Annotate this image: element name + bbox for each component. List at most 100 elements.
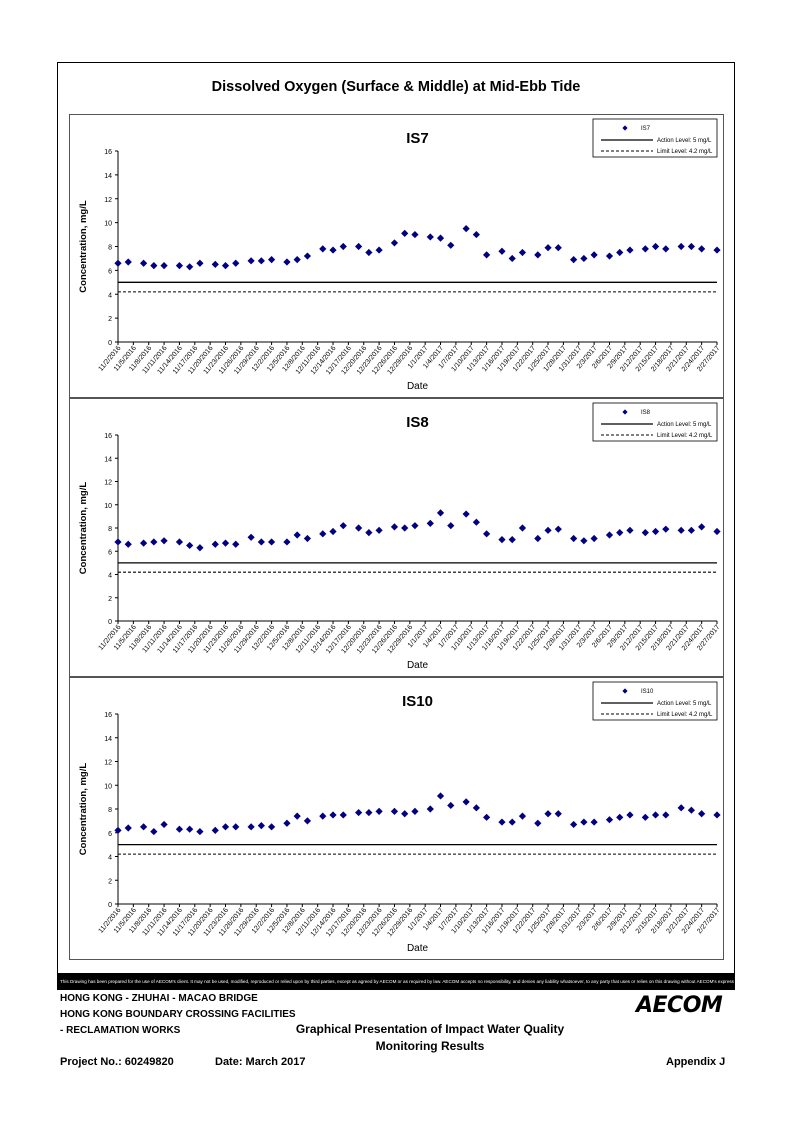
y-tick-label: 16 [104, 433, 112, 440]
data-point [303, 817, 312, 825]
data-point [114, 826, 122, 834]
data-point [616, 248, 624, 257]
data-point [401, 524, 409, 532]
data-point [267, 256, 276, 264]
data-point [293, 812, 301, 820]
data-point [508, 254, 516, 263]
x-axis-label: Date [407, 381, 429, 392]
data-point [267, 538, 276, 546]
data-point [605, 531, 614, 539]
y-tick-label: 14 [104, 173, 112, 180]
y-axis-label: Concentration, mg/L [78, 763, 89, 856]
data-point [580, 818, 588, 826]
legend-entry: Limit Level: 4.2 mg/L [657, 712, 713, 718]
y-tick-label: 8 [108, 807, 112, 814]
legend-entry: Action Level: 5 mg/L [657, 422, 712, 428]
data-point [232, 823, 240, 831]
data-point [139, 823, 148, 831]
data-point [196, 544, 204, 552]
data-point [472, 804, 480, 812]
y-tick-label: 12 [104, 197, 112, 204]
data-point [662, 811, 670, 819]
data-point [447, 522, 455, 530]
data-point [375, 246, 383, 254]
legend-entry: IS10 [641, 689, 654, 695]
data-point [447, 801, 455, 810]
data-point [698, 523, 706, 531]
data-point [544, 244, 552, 252]
data-point [641, 529, 649, 537]
data-point [355, 524, 363, 532]
data-point [160, 262, 168, 270]
data-point [401, 810, 409, 818]
data-point [626, 246, 634, 254]
data-point [355, 242, 363, 251]
data-point [534, 534, 542, 543]
legend-entry: Action Level: 5 mg/L [657, 138, 712, 144]
data-point [687, 806, 696, 814]
data-point [508, 818, 516, 826]
data-point [139, 539, 148, 547]
data-point [211, 826, 219, 834]
data-point [447, 241, 455, 249]
data-point [319, 812, 327, 820]
data-point [641, 813, 649, 821]
y-tick-label: 4 [108, 573, 112, 580]
data-point [436, 234, 445, 242]
data-point [570, 534, 578, 543]
y-tick-label: 14 [104, 456, 112, 463]
data-point [293, 531, 301, 539]
data-point [483, 251, 491, 259]
data-point [662, 245, 670, 253]
data-point [150, 827, 158, 836]
y-tick-label: 0 [108, 340, 112, 347]
data-point [375, 526, 383, 534]
data-point [365, 529, 373, 537]
data-point [498, 247, 506, 255]
project-name-line1: HONG KONG - ZHUHAI - MACAO BRIDGE [60, 993, 258, 1004]
y-tick-label: 4 [108, 292, 112, 299]
data-point [677, 526, 685, 534]
data-point [605, 252, 614, 260]
y-tick-label: 8 [108, 526, 112, 533]
data-point [426, 233, 434, 241]
data-point [411, 522, 419, 530]
data-point [580, 537, 588, 545]
data-point [319, 530, 327, 538]
data-point [329, 527, 337, 536]
data-point [698, 810, 706, 818]
chart-is10: IS10 0 2 4 6 8 10 12 14 16 Concentration, mg/L 11/2… [69, 677, 724, 960]
chart-title: IS7 [406, 130, 429, 147]
data-point [590, 534, 598, 543]
y-tick-label: 16 [104, 712, 112, 719]
data-point [554, 810, 562, 818]
y-tick-label: 6 [108, 549, 112, 556]
chart-is7: IS7 0 2 4 6 8 10 12 14 16 Concentration, mg/L 11/2/… [69, 114, 724, 398]
data-point [641, 245, 649, 253]
data-point [196, 827, 204, 836]
y-tick-label: 8 [108, 245, 112, 252]
y-tick-label: 2 [108, 316, 112, 323]
data-point [329, 246, 337, 254]
data-point [483, 813, 491, 821]
data-point [150, 262, 158, 270]
project-number: Project No.: 60249820 [60, 1056, 174, 1068]
data-point [554, 525, 562, 533]
data-point [472, 230, 480, 239]
y-tick-label: 0 [108, 902, 112, 909]
data-point [232, 259, 240, 267]
data-point [186, 263, 194, 271]
data-point [267, 823, 276, 831]
y-tick-label: 6 [108, 268, 112, 275]
data-point [462, 510, 470, 518]
data-point [375, 807, 383, 815]
data-point [339, 522, 347, 530]
data-point [605, 816, 614, 824]
data-point [339, 811, 347, 819]
project-name-line2: HONG KONG BOUNDARY CROSSING FACILITIES [60, 1009, 296, 1020]
data-point [677, 242, 685, 251]
data-point [160, 820, 168, 829]
legend-entry: Limit Level: 4.2 mg/L [657, 433, 713, 439]
data-point [483, 530, 491, 538]
